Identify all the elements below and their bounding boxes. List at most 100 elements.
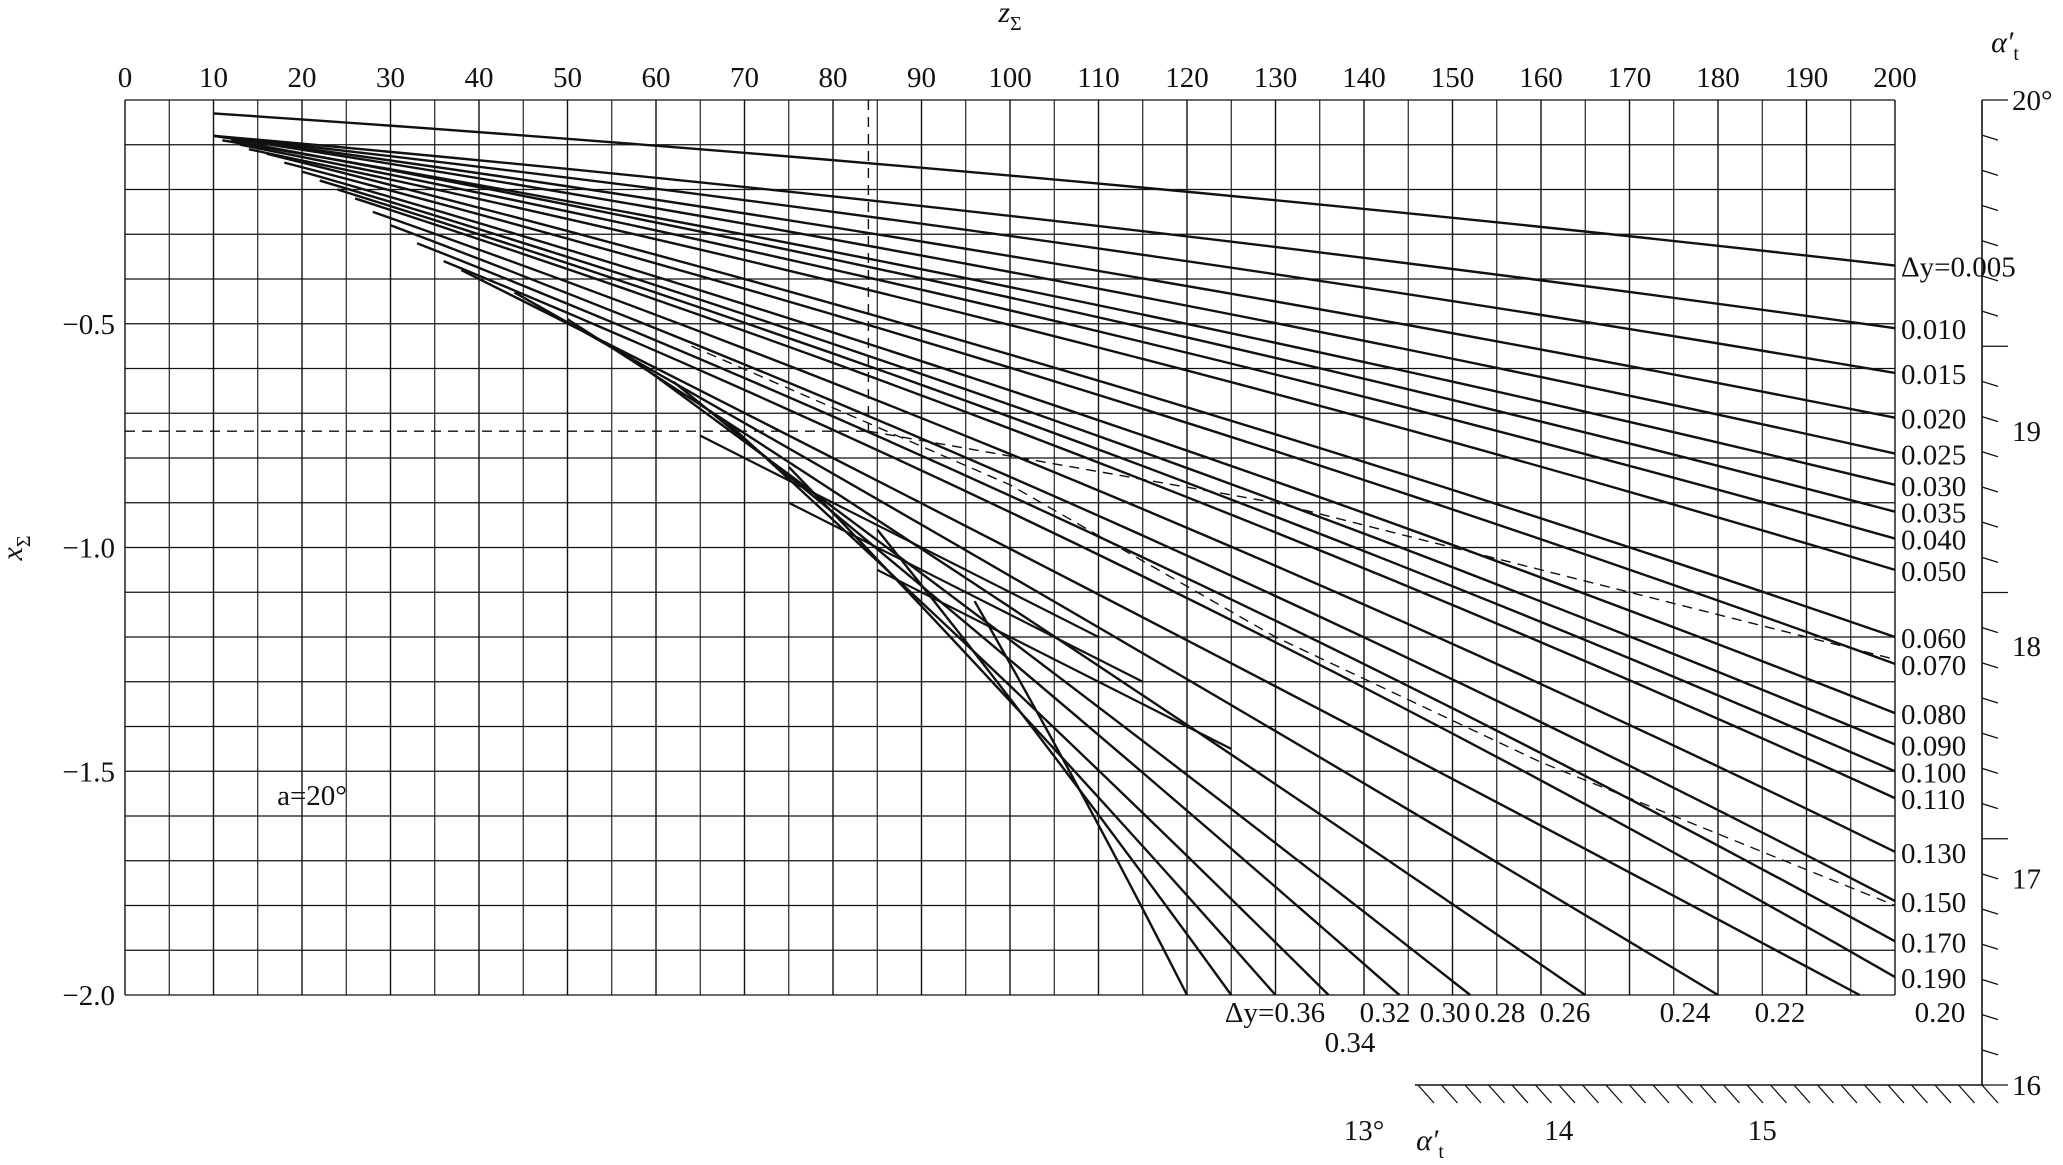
series-label: Δy=0.36 bbox=[1225, 997, 1325, 1029]
right-axis-tick bbox=[1981, 732, 1999, 739]
bottom-axis-tick bbox=[1723, 1084, 1740, 1104]
right-axis-tick bbox=[1981, 451, 1999, 458]
right-axis-label: 19 bbox=[2012, 416, 2041, 448]
series-line bbox=[788, 501, 1144, 683]
series-label: 0.060 bbox=[1901, 623, 1966, 655]
series-line bbox=[672, 380, 1401, 996]
series-line bbox=[213, 112, 1896, 267]
bottom-axis-tick bbox=[1676, 1084, 1693, 1104]
right-axis-title: α′t bbox=[1991, 26, 2019, 65]
right-axis-tick bbox=[1981, 204, 1999, 212]
bottom-axis-tick bbox=[1652, 1084, 1670, 1104]
bottom-axis-tick bbox=[1887, 1084, 1905, 1104]
series-line bbox=[973, 600, 1189, 996]
bottom-axis-tick bbox=[1864, 1084, 1881, 1104]
chart-annotation: a=20° bbox=[277, 780, 347, 812]
series-label: 0.010 bbox=[1901, 314, 1966, 346]
right-axis-tick bbox=[1981, 275, 1999, 282]
right-axis-tick bbox=[1981, 908, 1999, 915]
series-line bbox=[460, 268, 1861, 997]
right-axis-tick bbox=[1981, 310, 1999, 317]
bottom-axis-tick bbox=[1558, 1084, 1576, 1104]
right-axis-tick bbox=[1981, 521, 1999, 528]
dashed-guide-line bbox=[691, 345, 1896, 907]
right-axis-tick bbox=[1981, 134, 1999, 141]
x-tick-label: 120 bbox=[1165, 62, 1209, 94]
right-axis-tick bbox=[1981, 1014, 1999, 1021]
x-tick-label: 150 bbox=[1431, 62, 1475, 94]
bottom-axis-tick bbox=[1840, 1084, 1858, 1104]
series-label: 0.130 bbox=[1901, 838, 1966, 870]
bottom-axis-label: 15 bbox=[1748, 1115, 1777, 1147]
x-tick-label: 60 bbox=[642, 62, 671, 94]
series-label: 0.100 bbox=[1901, 757, 1966, 789]
series-label: 0.040 bbox=[1901, 525, 1966, 557]
bottom-axis-tick bbox=[1817, 1084, 1834, 1104]
series-label: 0.150 bbox=[1901, 887, 1966, 919]
series-line bbox=[301, 170, 1896, 715]
right-axis-tick bbox=[1981, 556, 1999, 563]
series-line bbox=[222, 139, 1896, 487]
bottom-axis-tick bbox=[1535, 1084, 1552, 1104]
right-axis-label: 20° bbox=[2012, 85, 2053, 117]
x-tick-label: 90 bbox=[907, 62, 936, 94]
series-line bbox=[213, 134, 1896, 419]
series-label: 0.050 bbox=[1901, 556, 1966, 588]
bottom-axis-tick bbox=[1958, 1084, 1975, 1104]
series-line bbox=[443, 259, 1896, 979]
series-line bbox=[566, 318, 1586, 996]
right-axis-tick bbox=[1981, 627, 1999, 634]
right-axis-tick bbox=[1981, 802, 1999, 810]
series-line bbox=[283, 161, 1896, 665]
series-label: 0.24 bbox=[1660, 997, 1711, 1029]
x-tick-label: 70 bbox=[730, 62, 759, 94]
series-line bbox=[337, 188, 1896, 773]
series-line bbox=[725, 421, 1330, 996]
series-line bbox=[513, 291, 1719, 997]
x-tick-label: 100 bbox=[988, 62, 1032, 94]
bottom-axis-label: 13° bbox=[1344, 1115, 1385, 1147]
bottom-axis-tick bbox=[1511, 1084, 1529, 1104]
series-line bbox=[619, 349, 1471, 996]
series-label: 0.20 bbox=[1915, 997, 1966, 1029]
bottom-axis-tick bbox=[1770, 1084, 1787, 1104]
bottom-axis-tick bbox=[1417, 1084, 1435, 1104]
bottom-axis-tick bbox=[1981, 1084, 1999, 1104]
right-axis-tick bbox=[1981, 1049, 1999, 1056]
x-tick-label: 170 bbox=[1608, 62, 1652, 94]
series-label: 0.035 bbox=[1901, 498, 1966, 530]
x-tick-label: 160 bbox=[1519, 62, 1563, 94]
series-line bbox=[787, 466, 1277, 996]
series-label: 0.32 bbox=[1360, 997, 1411, 1029]
series-label: 0.26 bbox=[1540, 997, 1591, 1029]
x-tick-label: 140 bbox=[1342, 62, 1386, 94]
bottom-axis-label: 14 bbox=[1544, 1115, 1574, 1147]
right-axis-tick bbox=[1981, 486, 1999, 493]
bottom-axis-tick bbox=[1441, 1084, 1458, 1104]
right-axis-tick bbox=[1981, 697, 1999, 704]
y-tick-label: −1.5 bbox=[62, 756, 115, 788]
right-axis-tick bbox=[1981, 169, 1999, 176]
series-label: 0.170 bbox=[1901, 927, 1966, 959]
bottom-axis-title: α′t bbox=[1416, 1124, 1444, 1160]
bottom-axis-tick bbox=[1699, 1084, 1717, 1104]
bottom-axis-tick bbox=[1488, 1084, 1505, 1104]
series-line bbox=[354, 197, 1896, 800]
series-line bbox=[876, 568, 1232, 750]
x-axis-title: zΣ bbox=[997, 0, 1021, 35]
series-line bbox=[230, 139, 1896, 513]
x-tick-label: 130 bbox=[1254, 62, 1298, 94]
series-line bbox=[699, 434, 1099, 638]
y-axis-title: xΣ bbox=[0, 536, 35, 562]
x-tick-label: 30 bbox=[376, 62, 405, 94]
series-line bbox=[372, 210, 1896, 853]
right-axis-tick bbox=[1981, 380, 1999, 388]
bottom-axis-tick bbox=[1746, 1084, 1764, 1104]
right-axis-tick bbox=[1981, 943, 1999, 950]
y-tick-label: −1.0 bbox=[62, 533, 115, 565]
series-label: 0.190 bbox=[1901, 963, 1966, 995]
series-label: 0.020 bbox=[1901, 404, 1966, 436]
right-axis-tick bbox=[1981, 873, 1999, 880]
right-axis-label: 17 bbox=[2012, 864, 2041, 896]
